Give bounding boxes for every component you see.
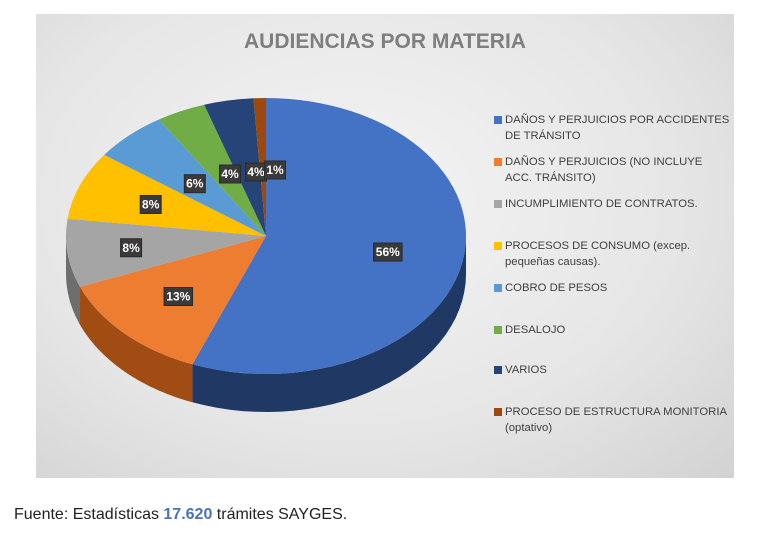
legend-label: DESALOJO bbox=[505, 324, 566, 336]
data-label-text: 8% bbox=[122, 241, 140, 255]
pie-slice-5 bbox=[158, 104, 266, 236]
pie-side-0 bbox=[192, 236, 466, 412]
legend-swatch bbox=[494, 326, 502, 334]
legend-label: COBRO DE PESOS bbox=[505, 282, 608, 294]
legend-label: PROCESO DE ESTRUCTURA MONITORIA (optativ… bbox=[505, 406, 727, 434]
data-label-3: 8% bbox=[139, 195, 162, 215]
legend-item: PROCESO DE ESTRUCTURA MONITORIA (optativ… bbox=[494, 404, 730, 436]
footer-suffix: trámites SAYGES. bbox=[212, 506, 348, 523]
footer-count: 17.620 bbox=[163, 506, 213, 523]
data-label-text: 56% bbox=[376, 245, 400, 259]
chart-title: AUDIENCIAS POR MATERIA bbox=[244, 30, 526, 53]
legend-item: COBRO DE PESOS bbox=[494, 280, 730, 296]
legend-swatch bbox=[494, 366, 502, 374]
source-note: Fuente: Estadísticas 17.620 trámites SAY… bbox=[14, 506, 347, 524]
legend-label: DAÑOS Y PERJUICIOS POR ACCIDENTES DE TRÁ… bbox=[505, 114, 730, 142]
data-label-text: 6% bbox=[186, 177, 204, 191]
pie-chart: 56%13%8%8%6%4% 4% 1% bbox=[66, 98, 467, 412]
legend-label: DAÑOS Y PERJUICIOS (NO INCLUYE ACC. TRÁN… bbox=[505, 156, 703, 184]
data-label-box bbox=[219, 164, 241, 184]
legend-item: INCUMPLIMIENTO DE CONTRATOS. bbox=[494, 196, 730, 212]
legend-swatch bbox=[494, 200, 502, 208]
data-label-6: 4% bbox=[245, 162, 267, 182]
chart-area: 56% 13% 8% 8% 6% 4% 4% 1% AUDIENCIAS POR MATERI… bbox=[36, 14, 734, 478]
legend-swatch bbox=[494, 408, 502, 416]
data-label-2: 8% bbox=[120, 238, 143, 258]
data-label-box bbox=[183, 174, 206, 194]
pie-slice-3 bbox=[67, 154, 266, 236]
legend-item: VARIOS bbox=[494, 362, 730, 378]
data-label-7: 1% bbox=[264, 160, 286, 180]
data-label-text: 4% bbox=[221, 167, 239, 181]
data-label-text: 8% bbox=[142, 198, 160, 212]
data-label-0: 56% bbox=[373, 242, 403, 262]
data-label-4: 6% bbox=[183, 174, 206, 194]
legend-swatch bbox=[494, 242, 502, 250]
pie-side-2 bbox=[66, 236, 80, 325]
legend-item: DAÑOS Y PERJUICIOS (NO INCLUYE ACC. TRÁN… bbox=[494, 154, 730, 186]
data-label-box bbox=[120, 238, 143, 258]
legend-label: PROCESOS DE CONSUMO (excep. pequeñas cau… bbox=[505, 240, 691, 268]
data-label-5: 4% bbox=[219, 164, 241, 184]
data-label-text: 13% bbox=[166, 290, 190, 304]
data-label-box bbox=[139, 195, 162, 215]
legend-label: VARIOS bbox=[505, 364, 547, 376]
legend-swatch bbox=[494, 116, 502, 124]
data-label-box bbox=[373, 242, 403, 262]
data-label-text: 4% bbox=[247, 165, 265, 179]
data-label-box bbox=[264, 160, 286, 180]
legend-item: DAÑOS Y PERJUICIOS POR ACCIDENTES DE TRÁ… bbox=[494, 112, 730, 144]
pie-side-1 bbox=[80, 286, 193, 403]
data-label-text: 1% bbox=[266, 163, 284, 177]
legend-item: DESALOJO bbox=[494, 322, 730, 338]
pie-slice-0 bbox=[192, 98, 467, 374]
footer-prefix: Fuente: Estadísticas bbox=[14, 506, 164, 523]
data-label-1: 13% bbox=[163, 287, 194, 307]
pie-slice-2 bbox=[66, 218, 266, 287]
legend-label: INCUMPLIMIENTO DE CONTRATOS. bbox=[505, 198, 698, 210]
legend-swatch bbox=[494, 284, 502, 292]
legend-item: PROCESOS DE CONSUMO (excep. pequeñas cau… bbox=[494, 238, 730, 270]
data-label-box bbox=[163, 287, 194, 307]
legend-swatch bbox=[494, 158, 502, 166]
